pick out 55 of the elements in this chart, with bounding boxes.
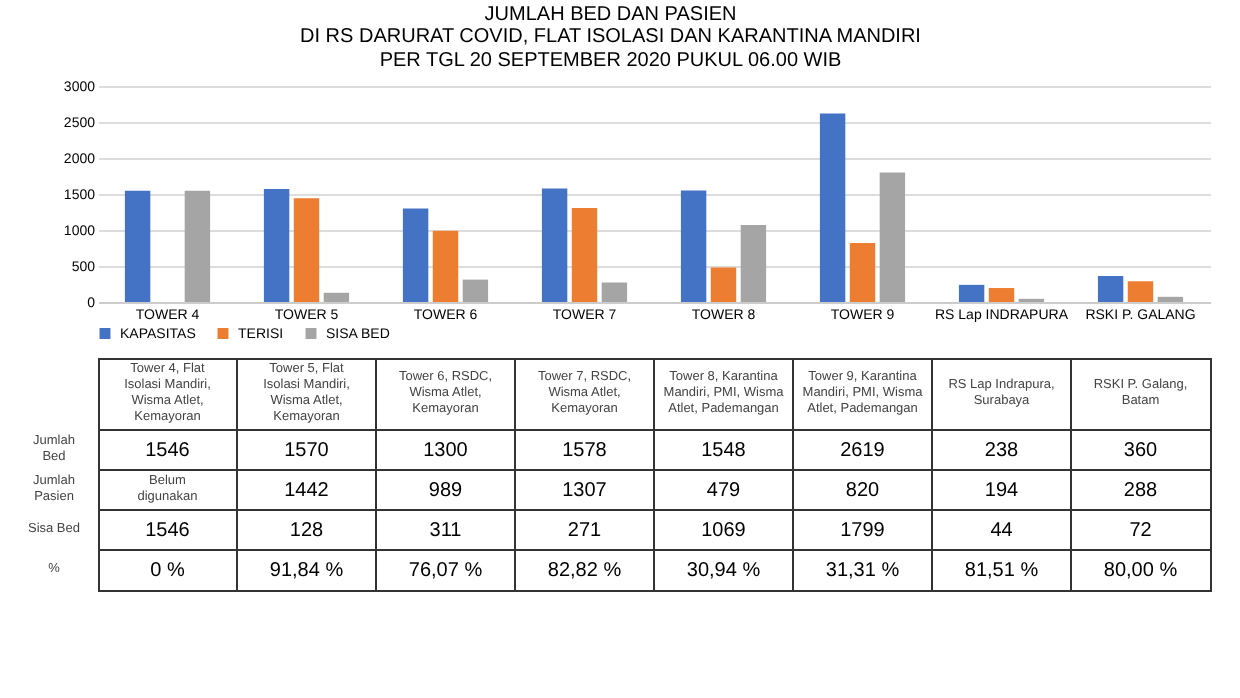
data-label: 1307 xyxy=(562,480,608,502)
chart-subtitle: DI RS DARURAT COVID, FLAT ISOLASI DAN KARANTINA MANDIRI PER TGL 20 SEPTEMBER 2020 PUKUL 06.00 WIB xyxy=(300,26,921,72)
bar xyxy=(680,190,707,302)
data-label: 128 xyxy=(289,520,325,542)
data-label: 479 xyxy=(706,480,742,502)
data-label: 989 xyxy=(428,480,464,502)
bar xyxy=(710,267,737,302)
bar xyxy=(571,207,598,302)
data-label: 1300 xyxy=(423,440,469,462)
data-label: 238 xyxy=(984,440,1020,462)
data-label: 1546 xyxy=(145,520,191,542)
data-label: 1548 xyxy=(701,440,747,462)
data-label: 360 xyxy=(1123,440,1159,462)
data-label: 820 xyxy=(845,480,881,502)
text: 30,94 % xyxy=(686,560,761,582)
bar xyxy=(1097,276,1124,302)
bar xyxy=(293,198,320,302)
text: 31,31 % xyxy=(825,560,900,582)
bar xyxy=(124,190,151,302)
data-label: 1570 xyxy=(284,440,330,462)
data-label: 288 xyxy=(1123,480,1159,502)
bar xyxy=(988,288,1015,302)
bar xyxy=(323,292,350,302)
data-label: 1442 xyxy=(284,480,330,502)
bar xyxy=(819,113,846,302)
data-label: 72 xyxy=(1129,520,1153,542)
bar xyxy=(740,225,767,302)
text: 80,00 % xyxy=(1103,560,1178,582)
data-label: 2619 xyxy=(840,440,886,462)
bar xyxy=(462,279,489,302)
bar xyxy=(402,208,429,302)
bar xyxy=(541,188,568,302)
data-label: 194 xyxy=(984,480,1020,502)
bar xyxy=(184,190,211,302)
bar xyxy=(601,282,628,302)
data-label: 1069 xyxy=(701,520,747,542)
data-label: 1578 xyxy=(562,440,608,462)
data-label: 311 xyxy=(429,520,463,542)
data-label: 1546 xyxy=(145,440,191,462)
bar xyxy=(879,172,906,302)
bar xyxy=(263,188,290,302)
text: 82,82 % xyxy=(547,560,622,582)
data-label: 1799 xyxy=(840,520,886,542)
text: 91,84 % xyxy=(269,560,344,582)
text: 76,07 % xyxy=(408,560,483,582)
bar xyxy=(432,230,459,302)
text: 81,51 % xyxy=(964,560,1039,582)
data-label: 271 xyxy=(567,520,603,542)
bar xyxy=(958,284,985,302)
text: 0 % xyxy=(150,560,185,582)
chart-title: JUMLAH BED DAN PASIEN xyxy=(484,4,737,26)
bar xyxy=(1157,296,1184,302)
bar xyxy=(1127,281,1154,302)
bar xyxy=(849,242,876,302)
data-label: 44 xyxy=(990,520,1014,542)
